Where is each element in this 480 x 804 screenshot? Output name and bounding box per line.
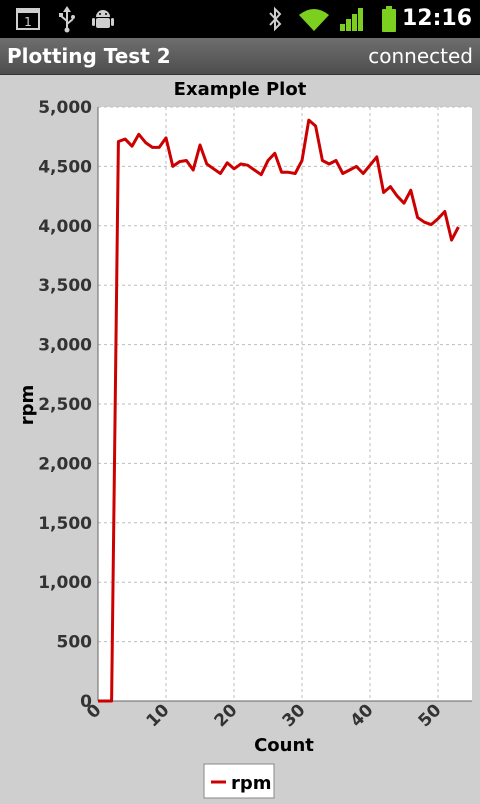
notification-icon: 1 <box>14 0 42 38</box>
x-axis-label: Count <box>254 735 314 756</box>
y-axis-label: rpm <box>17 385 38 426</box>
series-line-rpm <box>98 118 460 703</box>
status-time: 12:16 <box>401 6 472 31</box>
usb-icon <box>54 0 80 38</box>
app-title: Plotting Test 2 <box>7 44 171 68</box>
connection-status: connected <box>368 44 473 68</box>
y-tick-label: 500 <box>57 633 93 653</box>
y-tick-label: 2,500 <box>38 395 92 415</box>
y-tick-label: 4,500 <box>38 157 92 177</box>
app-title-bar: Plotting Test 2 connected <box>0 38 480 75</box>
y-tick-label: 3,500 <box>38 276 92 296</box>
signal-icon <box>338 0 366 38</box>
legend-box <box>203 763 275 799</box>
status-bar: 1 <box>0 0 480 38</box>
wifi-icon <box>296 0 332 38</box>
y-tick-label: 3,000 <box>38 336 92 356</box>
chart-container: 0 500 1,000 1,500 2,000 2,500 3,000 3,500 4,000 4… <box>0 75 480 800</box>
android-debug-icon <box>90 0 116 38</box>
notification-count: 1 <box>24 15 32 29</box>
legend: rpm <box>203 763 275 799</box>
grid-lines <box>97 106 472 702</box>
y-tick-labels: 0 500 1,000 1,500 2,000 2,500 3,000 3,500 4,000 4… <box>38 98 92 712</box>
bluetooth-icon <box>264 0 286 38</box>
chart-title: Example Plot <box>174 79 307 100</box>
battery-icon <box>378 0 400 38</box>
legend-label-rpm: rpm <box>231 773 272 794</box>
y-tick-label: 4,000 <box>38 217 92 237</box>
y-tick-label: 5,000 <box>38 98 92 118</box>
y-tick-label: 1,000 <box>38 573 92 593</box>
y-tick-label: 1,500 <box>38 514 92 534</box>
y-tick-label: 2,000 <box>38 454 92 474</box>
rpm-chart: 0 500 1,000 1,500 2,000 2,500 3,000 3,500 4,000 4… <box>0 75 480 800</box>
y-tick-label: 0 <box>80 692 92 712</box>
